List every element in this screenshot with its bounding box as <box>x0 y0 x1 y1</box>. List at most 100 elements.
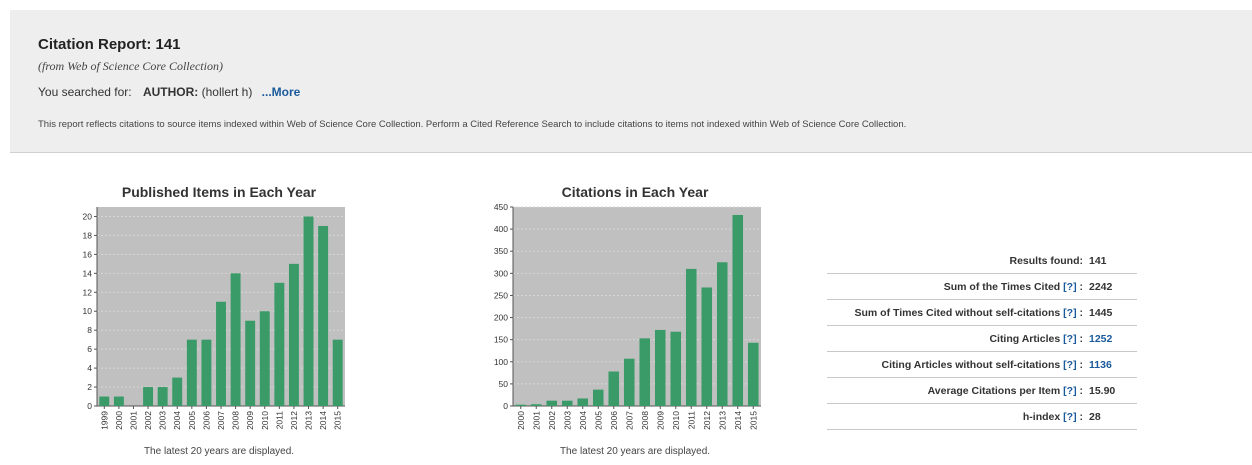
x-tick-label: 2003 <box>158 411 168 430</box>
search-summary: You searched for: AUTHOR: (hollert h) ..… <box>38 85 300 99</box>
help-link[interactable]: [?] <box>1063 281 1077 293</box>
x-tick-label: 2013 <box>717 411 727 430</box>
x-tick-label: 2015 <box>333 411 343 430</box>
bar-2006[interactable] <box>201 339 212 406</box>
bar-2013[interactable] <box>716 262 728 406</box>
bar-2012[interactable] <box>288 263 299 406</box>
more-link[interactable]: ...More <box>261 85 301 99</box>
metric-label: h-index <box>1022 411 1061 423</box>
x-tick-label: 2000 <box>516 411 526 430</box>
published-items-chart-title: Published Items in Each Year <box>121 184 317 200</box>
query-value: (hollert h) <box>201 85 253 99</box>
y-tick-label: 18 <box>83 230 93 240</box>
bar-2014[interactable] <box>732 214 744 406</box>
metric-label: Results found: <box>1009 255 1084 267</box>
bar-2011[interactable] <box>685 268 697 406</box>
y-tick-label: 2 <box>87 382 92 392</box>
y-tick-label: 6 <box>87 344 92 354</box>
metric-value: 1445 <box>1089 307 1113 319</box>
bar-2003[interactable] <box>157 387 168 406</box>
bar-2009[interactable] <box>654 329 666 406</box>
citations-chart-title: Citations in Each Year <box>561 184 709 200</box>
x-tick-label: 2011 <box>274 411 284 430</box>
metric-value: 2242 <box>1089 281 1113 293</box>
y-tick-label: 150 <box>494 335 508 345</box>
x-tick-label: 2005 <box>187 411 197 430</box>
x-tick-label: 2006 <box>609 411 619 430</box>
help-link[interactable]: [?] <box>1063 385 1077 397</box>
x-tick-label: 2012 <box>702 411 712 430</box>
bar-2005[interactable] <box>592 389 604 406</box>
bar-2008[interactable] <box>639 338 651 406</box>
metric-label: Average Citations per Item <box>927 385 1061 397</box>
bar-2015[interactable] <box>332 339 343 406</box>
x-tick-label: 2007 <box>624 411 634 430</box>
bar-2000[interactable] <box>515 404 527 406</box>
metric-label: Citing Articles <box>989 333 1061 345</box>
bar-2009[interactable] <box>245 320 256 406</box>
y-tick-label: 4 <box>87 363 92 373</box>
report-note: This report reflects citations to source… <box>38 119 907 130</box>
y-tick-label: 350 <box>494 246 508 256</box>
bar-2007[interactable] <box>216 301 226 406</box>
bar-2012[interactable] <box>701 287 713 406</box>
metric-label: Sum of Times Cited without self-citation… <box>854 307 1061 319</box>
bar-2008[interactable] <box>230 273 241 406</box>
help-link[interactable]: [?] <box>1063 359 1077 371</box>
bar-2014[interactable] <box>318 225 329 406</box>
x-tick-label: 2007 <box>216 411 226 430</box>
bar-2002[interactable] <box>546 400 558 406</box>
metric-citing-articles-no-self: Citing Articles without self-citations [… <box>827 352 1137 378</box>
x-tick-label: 2006 <box>201 411 211 430</box>
citing-articles-link[interactable]: 1252 <box>1089 333 1113 345</box>
metric-value: 141 <box>1089 255 1107 267</box>
x-tick-label: 2004 <box>578 411 588 430</box>
bar-2006[interactable] <box>608 371 620 406</box>
metric-value: 28 <box>1089 411 1101 423</box>
y-tick-label: 250 <box>494 290 508 300</box>
metric-value: 15.90 <box>1089 385 1116 397</box>
bar-2003[interactable] <box>561 400 573 406</box>
x-tick-label: 2014 <box>733 411 743 430</box>
x-tick-label: 1999 <box>99 411 109 430</box>
bar-2007[interactable] <box>623 358 635 406</box>
bar-2013[interactable] <box>303 216 314 406</box>
y-tick-label: 100 <box>494 357 508 367</box>
bar-2010[interactable] <box>259 311 270 406</box>
help-link[interactable]: [?] <box>1063 333 1077 345</box>
metric-h-index: h-index [?] : 28 <box>827 404 1137 430</box>
bar-2000[interactable] <box>113 396 124 406</box>
y-tick-label: 200 <box>494 313 508 323</box>
metric-label: Citing Articles without self-citations <box>881 359 1061 371</box>
searched-label: You searched for: <box>38 85 132 99</box>
y-tick-label: 0 <box>87 401 92 411</box>
y-tick-label: 0 <box>503 401 508 411</box>
help-link[interactable]: [?] <box>1063 411 1077 423</box>
x-tick-label: 2012 <box>289 411 299 430</box>
metric-label: Sum of the Times Cited <box>943 281 1061 293</box>
bar-2004[interactable] <box>172 377 183 406</box>
bar-2015[interactable] <box>747 342 759 406</box>
x-tick-label: 2013 <box>304 411 314 430</box>
bar-2005[interactable] <box>186 339 197 406</box>
y-tick-label: 50 <box>499 379 509 389</box>
y-tick-label: 14 <box>83 268 93 278</box>
x-tick-label: 2011 <box>686 411 696 430</box>
x-tick-label: 2009 <box>655 411 665 430</box>
citing-articles-no-self-link[interactable]: 1136 <box>1089 359 1112 371</box>
bar-2011[interactable] <box>274 282 285 406</box>
x-tick-label: 2008 <box>231 411 241 430</box>
help-link[interactable]: [?] <box>1063 307 1077 319</box>
y-tick-label: 400 <box>494 224 508 234</box>
bar-2010[interactable] <box>670 331 682 406</box>
x-tick-label: 2014 <box>318 411 328 430</box>
metric-results-found: Results found: 141 <box>827 248 1137 274</box>
bar-2004[interactable] <box>577 398 589 406</box>
report-header: Citation Report: 141 (from Web of Scienc… <box>10 10 1252 153</box>
bar-2002[interactable] <box>143 387 154 406</box>
bar-2001[interactable] <box>530 404 542 406</box>
bar-1999[interactable] <box>99 396 110 406</box>
x-tick-label: 2008 <box>640 411 650 430</box>
metric-sum-times-cited: Sum of the Times Cited [?] : 2242 <box>827 274 1137 300</box>
x-tick-label: 2010 <box>260 411 270 430</box>
